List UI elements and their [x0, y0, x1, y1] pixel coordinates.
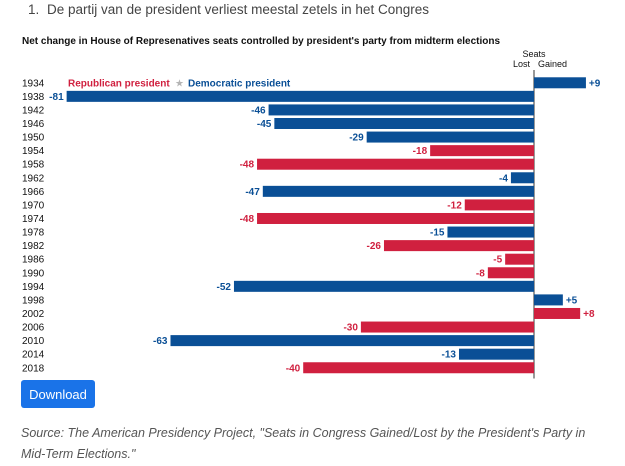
bar	[360, 321, 534, 333]
bar	[510, 172, 534, 184]
year-label: 1982	[22, 241, 45, 252]
bar	[303, 362, 534, 374]
year-label: 1990	[22, 268, 45, 279]
bar-value-label: -48	[240, 160, 255, 171]
bar-value-label: -40	[286, 363, 301, 374]
bar-value-label: -4	[499, 173, 508, 184]
bar-value-label: -47	[245, 187, 260, 198]
bar	[262, 185, 534, 197]
year-label: 1946	[22, 119, 45, 130]
year-label: 2006	[22, 323, 45, 334]
year-label: 1938	[22, 92, 45, 103]
bar	[257, 158, 534, 170]
bar-value-label: +9	[589, 78, 601, 89]
bar	[274, 117, 534, 129]
year-label: 1998	[22, 295, 45, 306]
bar	[383, 240, 534, 252]
bar	[458, 348, 534, 360]
year-label: 1994	[22, 282, 45, 293]
bar-value-label: -30	[343, 323, 358, 334]
year-label: 1934	[22, 78, 45, 89]
bar	[534, 77, 586, 89]
bar-value-label: -12	[447, 200, 462, 211]
axis-header-gained: Gained	[538, 59, 567, 69]
year-label: 1962	[22, 173, 45, 184]
bar	[447, 226, 534, 238]
bar-value-label: -13	[442, 350, 457, 361]
year-label: 1986	[22, 255, 45, 266]
axis-header-seats: Seats	[522, 49, 546, 59]
bar	[505, 253, 534, 265]
bar	[170, 335, 535, 347]
axis-header-lost: Lost	[513, 59, 531, 69]
bar-value-label: -8	[476, 268, 485, 279]
legend-republican: Republican president	[68, 78, 170, 89]
bar-value-label: +5	[566, 295, 578, 306]
bar	[430, 145, 534, 157]
bar-value-label: -63	[153, 336, 168, 347]
chart-title: Net change in House of Represenatives se…	[22, 36, 501, 47]
heading-number: 1.	[28, 2, 40, 17]
year-label: 1978	[22, 228, 45, 239]
bar-value-label: -18	[413, 146, 428, 157]
year-label: 1954	[22, 146, 45, 157]
year-label: 2018	[22, 363, 45, 374]
heading-text: De partij van de president verliest mees…	[47, 2, 429, 17]
bar	[257, 212, 534, 224]
download-button[interactable]: Download	[21, 380, 95, 408]
bar-value-label: -46	[251, 105, 266, 116]
bar-value-label: -29	[349, 133, 364, 144]
bar	[366, 131, 534, 143]
year-label: 1970	[22, 200, 45, 211]
legend-star-icon: ★	[175, 78, 184, 89]
bar	[534, 307, 581, 319]
bar-value-label: -5	[493, 255, 502, 266]
bar	[66, 90, 534, 102]
bar-value-label: -26	[367, 241, 382, 252]
year-label: 2010	[22, 336, 45, 347]
bar	[464, 199, 534, 211]
year-label: 1958	[22, 160, 45, 171]
year-label: 1966	[22, 187, 45, 198]
bar	[487, 267, 534, 279]
year-label: 2002	[22, 309, 45, 320]
legend-democratic: Democratic president	[188, 78, 291, 89]
year-label: 1974	[22, 214, 45, 225]
bar-value-label: -15	[430, 228, 445, 239]
source-note: Source: The American Presidency Project,…	[21, 426, 586, 461]
bar-value-label: -45	[257, 119, 272, 130]
page-heading: 1. De partij van de president verliest m…	[28, 2, 429, 17]
bar-value-label: -48	[240, 214, 255, 225]
bar	[268, 104, 534, 116]
bar-value-label: -52	[217, 282, 232, 293]
year-label: 1950	[22, 133, 45, 144]
bar	[534, 294, 563, 306]
year-label: 1942	[22, 105, 45, 116]
bar	[233, 280, 534, 292]
year-label: 2014	[22, 350, 45, 361]
bar-value-label: +8	[583, 309, 595, 320]
bar-value-label: -81	[49, 92, 64, 103]
